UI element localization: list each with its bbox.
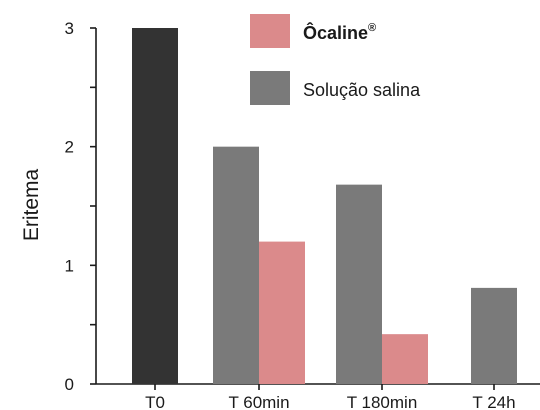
bar-baseline (132, 28, 178, 384)
bar-solucao-salina (213, 146, 259, 384)
y-ticks: 0 1 2 3 (65, 19, 96, 394)
bar-solucao-salina (471, 287, 517, 384)
x-tick-label: T 180min (347, 393, 418, 410)
y-axis-label: Eritema (20, 169, 43, 242)
legend-swatch-solucao-salina (250, 71, 290, 105)
x-tick-label: T0 (145, 393, 165, 410)
bar-ocaline (259, 241, 305, 384)
y-tick-label-2: 2 (65, 138, 74, 157)
legend-label-ocaline: Ôcaline® (303, 22, 376, 43)
y-tick-label-3: 3 (65, 19, 74, 38)
bars (132, 28, 517, 384)
bar-solucao-salina (336, 184, 382, 384)
y-tick-label-0: 0 (65, 375, 74, 394)
legend-swatch-ocaline (250, 14, 290, 48)
legend: Ôcaline® Solução salina (250, 14, 421, 105)
legend-label-solucao-salina: Solução salina (303, 80, 421, 100)
x-tick-label: T 24h (472, 393, 515, 410)
x-tick-label: T 60min (228, 393, 289, 410)
bar-ocaline (382, 334, 428, 384)
y-tick-label-1: 1 (65, 256, 74, 275)
x-ticks: T0 T 60min T 180min T 24h (145, 384, 516, 410)
